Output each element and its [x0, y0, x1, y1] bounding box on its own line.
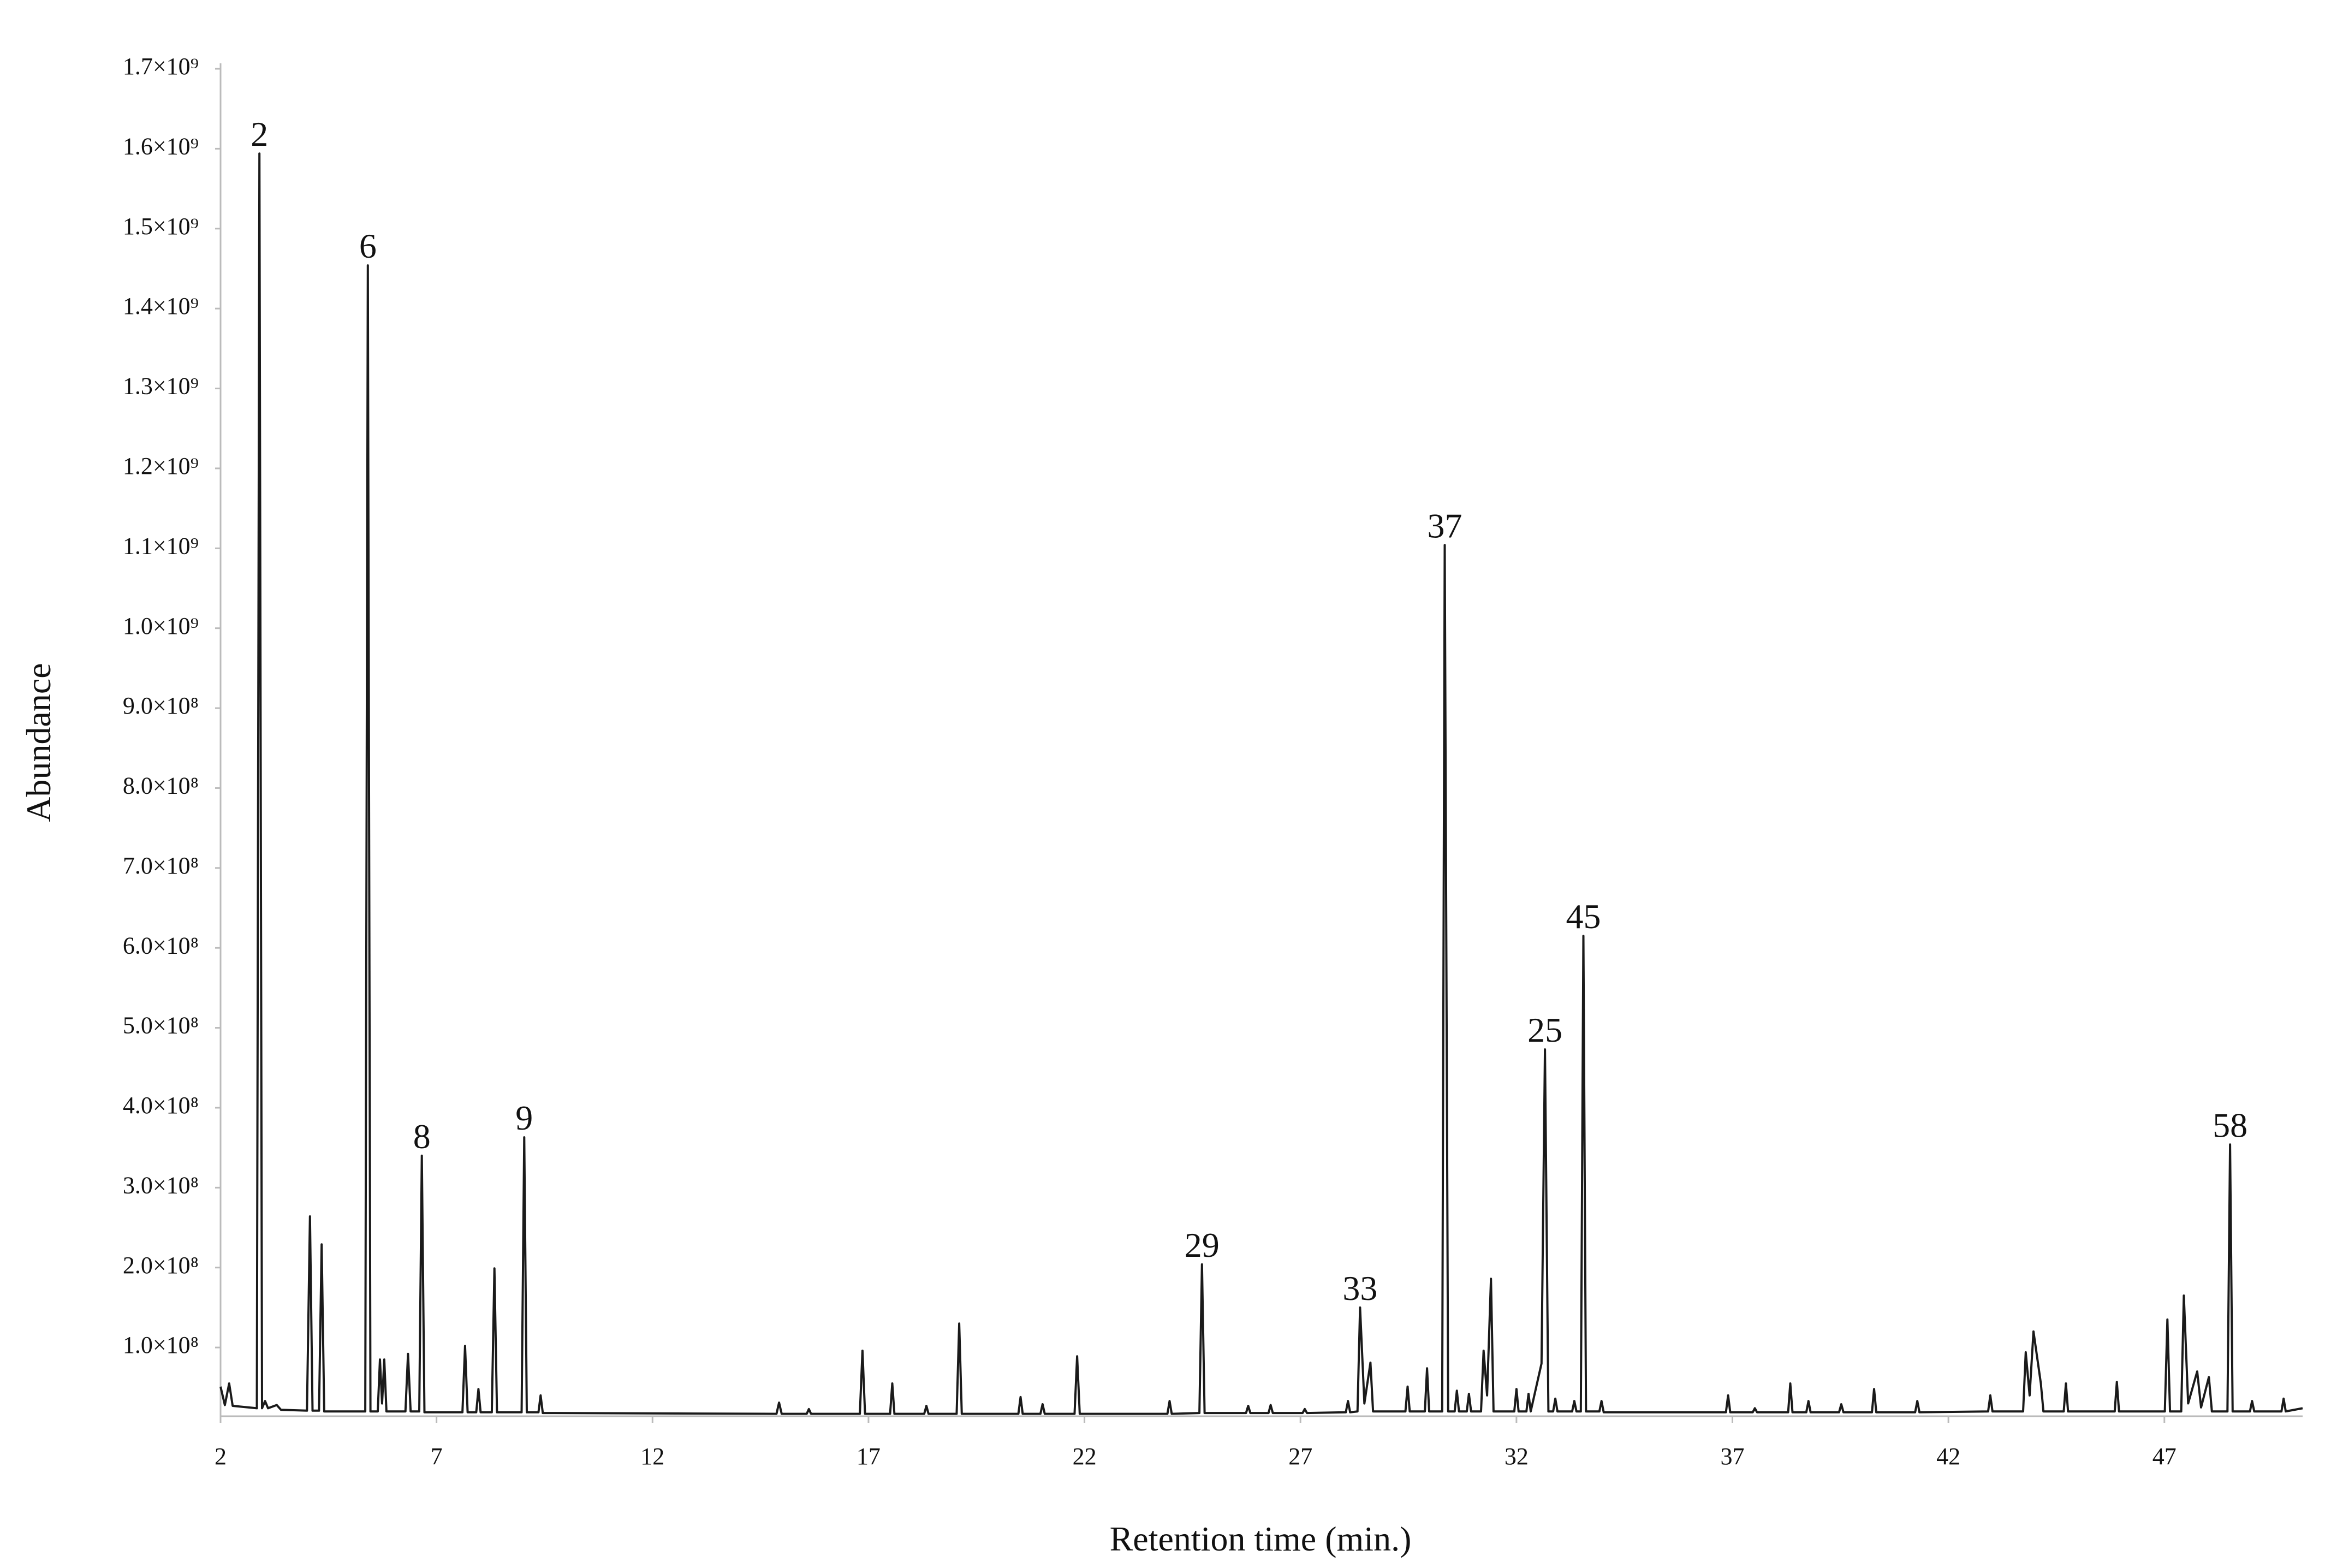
peak-label: 58: [2213, 1106, 2247, 1144]
y-tick-label: 5.0×10⁸: [123, 1012, 199, 1039]
peak-label: 6: [359, 227, 377, 265]
y-tick-label: 4.0×10⁸: [123, 1092, 199, 1119]
y-tick-label: 1.7×10⁹: [123, 53, 199, 80]
y-tick-label: 1.5×10⁹: [123, 213, 199, 240]
y-tick-label: 2.0×10⁸: [123, 1252, 199, 1279]
x-tick-label: 32: [1505, 1443, 1529, 1470]
x-tick-label: 2: [215, 1443, 227, 1470]
x-tick-label: 7: [431, 1443, 443, 1470]
y-tick-label: 1.4×10⁹: [123, 293, 199, 319]
x-tick-label: 47: [2152, 1443, 2177, 1470]
x-tick-label: 22: [1073, 1443, 1097, 1470]
y-tick-label: 1.0×10⁹: [123, 613, 199, 639]
peak-label: 29: [1185, 1226, 1220, 1264]
peak-label: 33: [1342, 1269, 1377, 1308]
y-axis-title: Abundance: [19, 663, 58, 822]
y-tick-label: 1.3×10⁹: [123, 373, 199, 400]
peak-label: 9: [515, 1098, 533, 1137]
peak-label: 45: [1566, 897, 1601, 936]
peak-label: 8: [413, 1117, 431, 1156]
x-tick-label: 37: [1721, 1443, 1745, 1470]
x-axis-title: Retention time (min.): [1110, 1519, 1412, 1558]
x-tick-label: 17: [857, 1443, 881, 1470]
y-tick-label: 8.0×10⁸: [123, 773, 199, 799]
y-tick-label: 3.0×10⁸: [123, 1172, 199, 1198]
y-tick-label: 1.0×10⁸: [123, 1332, 199, 1358]
y-tick-label: 7.0×10⁸: [123, 852, 199, 879]
x-tick-label: 42: [1936, 1443, 1960, 1470]
x-tick-label: 27: [1288, 1443, 1312, 1470]
peak-label: 2: [251, 115, 268, 153]
y-tick-label: 1.2×10⁹: [123, 453, 199, 479]
peak-label: 37: [1428, 506, 1462, 545]
y-tick-label: 1.1×10⁹: [123, 532, 199, 559]
x-tick-label: 12: [640, 1443, 664, 1470]
y-tick-label: 1.6×10⁹: [123, 133, 199, 159]
chromatogram-line: [219, 152, 2303, 1415]
y-tick-label: 9.0×10⁸: [123, 692, 199, 719]
peak-label: 25: [1527, 1011, 1562, 1049]
y-tick-label: 6.0×10⁸: [123, 932, 199, 959]
